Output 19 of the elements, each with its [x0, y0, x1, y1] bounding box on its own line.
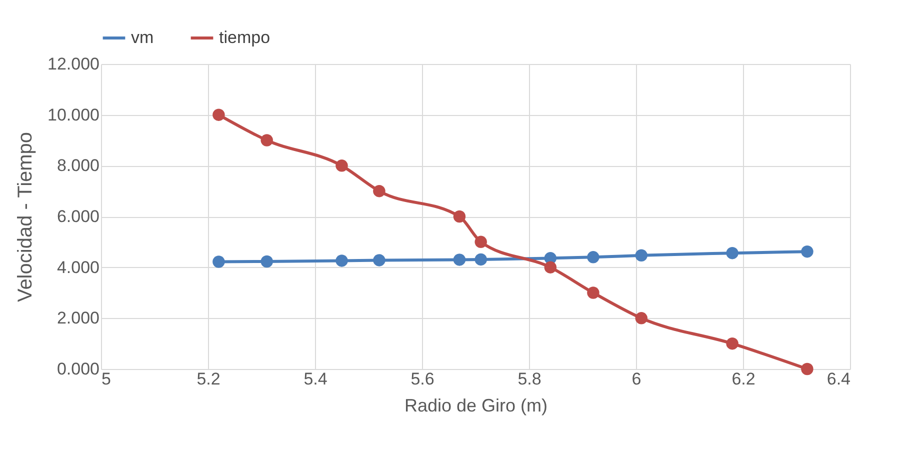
y-tick-label: 8.000: [56, 156, 100, 176]
y-tick-label: 12.000: [48, 54, 100, 74]
x-tick-label: 6.2: [732, 370, 756, 388]
y-tick-label: 0.000: [56, 360, 100, 378]
x-tick-label: 6: [632, 370, 642, 388]
x-tick-label: 5.8: [518, 370, 542, 388]
y-tick-label: 4.000: [56, 258, 100, 277]
x-tick-label: 5.4: [304, 370, 328, 388]
x-tick-label: 5: [102, 370, 111, 388]
x-axis-title: Radio de Giro (m): [404, 396, 548, 416]
y-tick-label: 2.000: [56, 308, 100, 328]
y-tick-label: 10.000: [48, 105, 100, 124]
y-axis-title: Velocidad - Tiempo: [14, 132, 37, 302]
x-tick-label: 5.6: [410, 370, 434, 388]
x-tick-label: 5.2: [196, 370, 220, 388]
legend-label: tiempo: [219, 28, 270, 47]
y-tick-label: 6.000: [56, 207, 100, 226]
legend-label: vm: [131, 28, 154, 47]
x-tick-label: 6.4: [826, 370, 850, 388]
